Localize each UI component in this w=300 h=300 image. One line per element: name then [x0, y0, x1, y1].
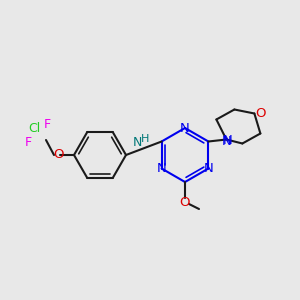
- Text: N: N: [223, 134, 232, 147]
- Text: N: N: [133, 136, 142, 149]
- Text: O: O: [180, 196, 190, 209]
- Text: N: N: [180, 122, 190, 134]
- Text: F: F: [44, 118, 51, 130]
- Text: H: H: [141, 134, 149, 144]
- Text: N: N: [221, 135, 231, 148]
- Text: Cl: Cl: [28, 122, 40, 134]
- Text: N: N: [203, 162, 213, 175]
- Text: N: N: [157, 162, 166, 175]
- Text: O: O: [53, 148, 63, 161]
- Text: F: F: [24, 136, 32, 148]
- Text: O: O: [255, 107, 266, 120]
